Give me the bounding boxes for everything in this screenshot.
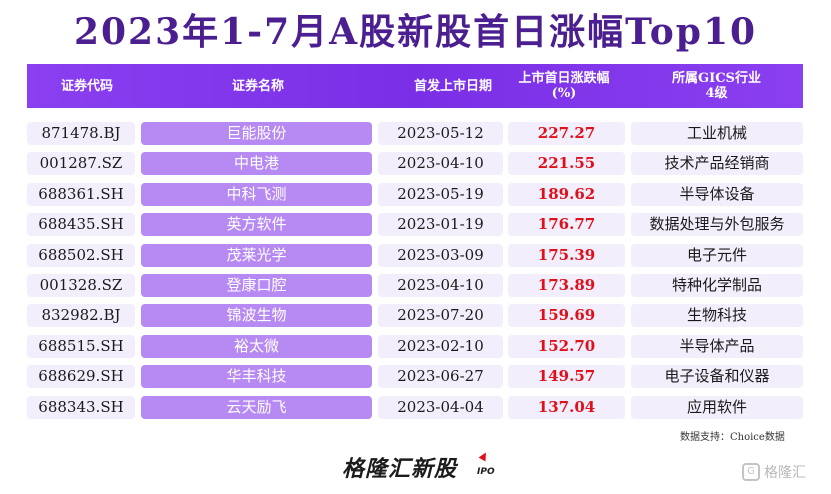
cell-date: 2023-03-09 xyxy=(378,243,503,267)
cell-name: 登康口腔 xyxy=(141,273,372,297)
cell-industry: 生物科技 xyxy=(631,304,803,328)
cell-code: 688435.SH xyxy=(27,213,135,237)
cell-name: 茂莱光学 xyxy=(141,243,372,267)
brand-logo-text: 格隆汇新股 xyxy=(342,457,458,482)
cell-code: 688361.SH xyxy=(27,182,135,206)
watermark-logo-icon: G xyxy=(742,463,760,481)
cell-name: 华丰科技 xyxy=(141,365,372,389)
table-row: 001328.SZ 登康口腔 2023-04-10 173.89 特种化学制品 xyxy=(27,272,803,302)
cell-industry: 半导体设备 xyxy=(631,182,803,206)
cell-pct: 173.89 xyxy=(508,273,625,297)
cell-date: 2023-01-19 xyxy=(378,213,503,237)
cell-code: 688515.SH xyxy=(27,334,135,358)
table-body: 871478.BJ 巨能股份 2023-05-12 227.27 工业机械 00… xyxy=(27,120,803,424)
cell-name: 中电港 xyxy=(141,152,372,176)
data-source-note: 数据支持：Choice数据 xyxy=(680,432,785,443)
cell-pct: 175.39 xyxy=(508,243,625,267)
cell-pct: 149.57 xyxy=(508,365,625,389)
cell-date: 2023-04-10 xyxy=(378,152,503,176)
cell-pct: 159.69 xyxy=(508,304,625,328)
cell-code: 688343.SH xyxy=(27,395,135,419)
table-row: 688515.SH 裕太微 2023-02-10 152.70 半导体产品 xyxy=(27,333,803,363)
brand-ipo-label: IPO xyxy=(477,467,495,477)
cell-industry: 工业机械 xyxy=(631,122,803,145)
watermark: G 格隆汇 xyxy=(742,462,806,482)
cell-date: 2023-05-19 xyxy=(378,182,503,206)
header-industry-line2: 4级 xyxy=(705,86,728,101)
cell-industry: 电子元件 xyxy=(631,243,803,267)
table-row: 832982.BJ 锦波生物 2023-07-20 159.69 生物科技 xyxy=(27,302,803,332)
cell-pct: 227.27 xyxy=(508,122,625,145)
cell-code: 688502.SH xyxy=(27,243,135,267)
cell-pct: 137.04 xyxy=(508,395,625,419)
table-row: 001287.SZ 中电港 2023-04-10 221.55 技术产品经销商 xyxy=(27,150,803,180)
header-pct: 上市首日涨跌幅 (%) xyxy=(504,71,624,101)
cell-name: 云天励飞 xyxy=(141,395,372,419)
watermark-text: 格隆汇 xyxy=(764,465,806,481)
table-row: 688502.SH 茂莱光学 2023-03-09 175.39 电子元件 xyxy=(27,242,803,272)
header-industry: 所属GICS行业 4级 xyxy=(630,71,803,101)
cell-code: 832982.BJ xyxy=(27,304,135,328)
cell-date: 2023-05-12 xyxy=(378,122,503,145)
cell-name: 英方软件 xyxy=(141,213,372,237)
cell-pct: 189.62 xyxy=(508,182,625,206)
cell-date: 2023-02-10 xyxy=(378,334,503,358)
table-row: 688343.SH 云天励飞 2023-04-04 137.04 应用软件 xyxy=(27,394,803,424)
header-pct-line1: 上市首日涨跌幅 xyxy=(518,71,610,86)
header-code: 证券代码 xyxy=(60,78,113,94)
cell-pct: 176.77 xyxy=(508,213,625,237)
cell-date: 2023-04-04 xyxy=(378,395,503,419)
cell-code: 688629.SH xyxy=(27,365,135,389)
cell-name: 锦波生物 xyxy=(141,304,372,328)
cell-name: 中科飞测 xyxy=(141,182,372,206)
cell-industry: 半导体产品 xyxy=(631,334,803,358)
cell-industry: 数据处理与外包服务 xyxy=(631,213,803,237)
cell-date: 2023-06-27 xyxy=(378,365,503,389)
header-industry-line1: 所属GICS行业 xyxy=(672,71,761,86)
cell-industry: 应用软件 xyxy=(631,395,803,419)
cell-code: 001287.SZ xyxy=(27,152,135,176)
cell-code: 871478.BJ xyxy=(27,122,135,145)
cell-name: 裕太微 xyxy=(141,334,372,358)
header-name: 证券名称 xyxy=(231,78,284,94)
table-row: 688435.SH 英方软件 2023-01-19 176.77 数据处理与外包… xyxy=(27,211,803,241)
table-row: 688361.SH 中科飞测 2023-05-19 189.62 半导体设备 xyxy=(27,181,803,211)
cell-name: 巨能股份 xyxy=(141,122,372,145)
header-date: 首发上市日期 xyxy=(413,78,492,94)
cell-industry: 电子设备和仪器 xyxy=(631,365,803,389)
cell-pct: 221.55 xyxy=(508,152,625,176)
table-header: 证券代码 证券名称 首发上市日期 上市首日涨跌幅 (%) 所属GICS行业 4级 xyxy=(27,64,803,108)
cell-pct: 152.70 xyxy=(508,334,625,358)
cell-date: 2023-07-20 xyxy=(378,304,503,328)
table-row: 871478.BJ 巨能股份 2023-05-12 227.27 工业机械 xyxy=(27,120,803,150)
cell-industry: 特种化学制品 xyxy=(631,273,803,297)
header-pct-line2: (%) xyxy=(551,86,577,101)
cell-industry: 技术产品经销商 xyxy=(631,152,803,176)
brand-triangle-icon xyxy=(478,450,490,462)
page-title: 2023年1-7月A股新股首日涨幅Top10 xyxy=(73,11,758,53)
table-row: 688629.SH 华丰科技 2023-06-27 149.57 电子设备和仪器 xyxy=(27,363,803,393)
cell-code: 001328.SZ xyxy=(27,273,135,297)
cell-date: 2023-04-10 xyxy=(378,273,503,297)
